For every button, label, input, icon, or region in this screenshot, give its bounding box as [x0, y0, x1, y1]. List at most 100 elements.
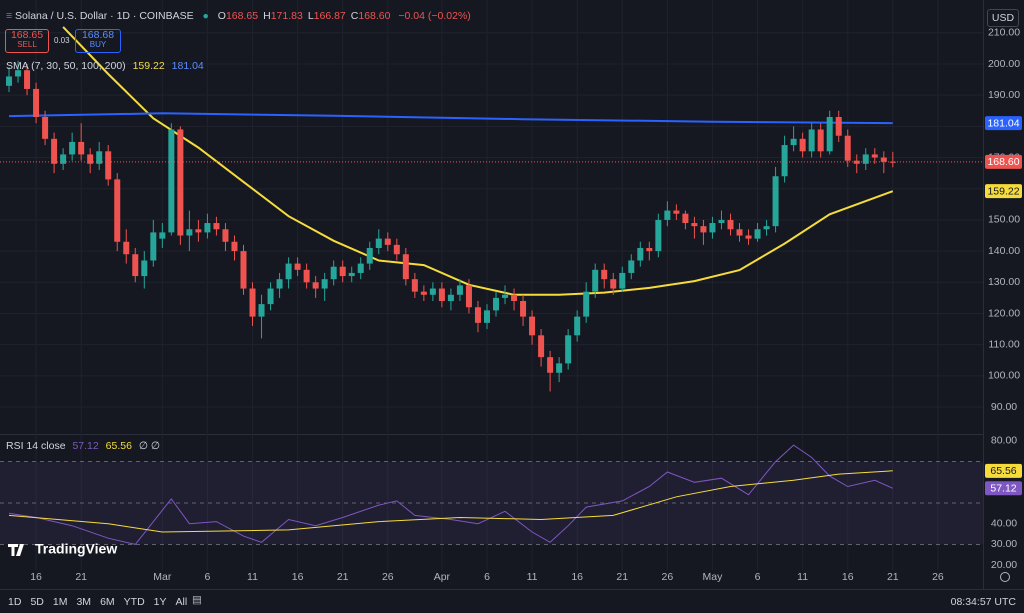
- brand-name: TradingView: [35, 541, 117, 557]
- currency-button[interactable]: USD: [987, 9, 1019, 27]
- candle-body: [438, 288, 445, 302]
- candle-body: [213, 223, 220, 230]
- candle-body: [727, 219, 734, 230]
- candle-body: [366, 247, 373, 264]
- candle-body: [276, 279, 283, 289]
- rsi-legend: RSI 14 close 57.12 65.56 ∅ ∅: [6, 440, 160, 452]
- line: [8, 444, 894, 545]
- x-tick-label: Mar: [153, 571, 172, 583]
- candle-body: [799, 138, 806, 152]
- sma-value: 159.22: [132, 60, 165, 72]
- candle-body: [547, 357, 554, 373]
- x-tick-label: 16: [292, 571, 304, 583]
- candle-body: [610, 279, 617, 289]
- candle-body: [96, 151, 103, 164]
- brand-logo: [8, 544, 24, 556]
- date-range-icon[interactable]: ▤: [192, 594, 202, 606]
- candle-body: [240, 251, 247, 289]
- candle-body: [853, 160, 860, 164]
- sma-value: 181.04: [171, 60, 204, 72]
- range-button[interactable]: 1Y: [153, 596, 167, 608]
- candle-body: [817, 129, 824, 152]
- rsi-value: 57.12: [72, 440, 99, 452]
- rsi-tick-label: 20.00: [991, 559, 1017, 571]
- candle-body: [411, 279, 418, 292]
- candle-body: [141, 260, 148, 277]
- candle-body: [177, 129, 184, 236]
- candle-body: [790, 138, 797, 146]
- range-button[interactable]: 3M: [76, 596, 92, 608]
- buy-label: BUY: [89, 40, 107, 49]
- candle-body: [375, 238, 382, 248]
- candle-body: [862, 154, 869, 164]
- price-tag-label: 181.04: [987, 117, 1019, 129]
- candle-body: [664, 210, 671, 220]
- rsi-title: RSI 14 close: [6, 440, 66, 452]
- buy-price: 168.68: [81, 29, 115, 41]
- candle-body: [186, 229, 193, 236]
- candle-body: [718, 219, 725, 224]
- candle-body: [330, 266, 337, 280]
- candle-body: [222, 229, 229, 242]
- candle-body: [78, 141, 85, 155]
- price-tag: [985, 481, 1022, 496]
- rsi-ma-value: 65.56: [105, 440, 132, 452]
- x-tick-label: 11: [527, 571, 538, 583]
- y-tick-label: 130.00: [988, 276, 1020, 288]
- candle-body: [493, 297, 500, 311]
- candle-body: [168, 129, 175, 233]
- x-tick-label: 16: [571, 571, 583, 583]
- candle-body: [159, 232, 166, 239]
- candle-body: [429, 288, 436, 295]
- candle-body: [880, 157, 887, 162]
- sell-button[interactable]: 168.65 SELL: [5, 29, 49, 53]
- candle-body: [348, 272, 355, 277]
- candle-body: [339, 266, 346, 277]
- candle-body: [889, 161, 896, 163]
- candle-body: [682, 213, 689, 224]
- x-tick-label: 26: [932, 571, 944, 583]
- candle-body: [520, 301, 527, 317]
- range-button[interactable]: 6M: [100, 596, 115, 608]
- candle-body: [303, 269, 310, 283]
- ohlc-value: 171.83: [270, 10, 303, 22]
- x-tick-label: 26: [382, 571, 394, 583]
- buy-button[interactable]: 168.68 BUY: [75, 29, 121, 53]
- x-tick-label: May: [703, 571, 724, 583]
- candle-body: [402, 254, 409, 280]
- range-button[interactable]: 5D: [30, 596, 44, 608]
- candle-body: [321, 279, 328, 289]
- brand: TradingView: [8, 541, 117, 557]
- price-tag: [985, 154, 1022, 169]
- candle-body: [502, 294, 509, 298]
- candle-body: [574, 316, 581, 336]
- candle-body: [772, 176, 779, 227]
- y-tick-label: 90.00: [991, 401, 1017, 413]
- spread: 0.03: [54, 36, 70, 45]
- range-button[interactable]: 1D: [8, 596, 22, 608]
- range-button[interactable]: 1M: [52, 596, 68, 608]
- change: −0.04 (−0.02%): [398, 10, 471, 22]
- clock: 08:34:57 UTC: [950, 596, 1016, 608]
- rsi-tick-label: 30.00: [991, 538, 1017, 550]
- candle-body: [763, 226, 770, 230]
- candle-body: [51, 138, 58, 164]
- candle-body: [60, 154, 67, 164]
- range-button[interactable]: All: [175, 596, 188, 608]
- candle-body: [15, 70, 22, 77]
- range-button[interactable]: YTD: [123, 596, 145, 608]
- price-tag-label: 57.12: [990, 483, 1016, 495]
- x-tick-label: 21: [616, 571, 628, 583]
- candle-body: [24, 70, 31, 89]
- candle-body: [447, 294, 454, 302]
- candle-body: [754, 229, 761, 239]
- candle-body: [583, 291, 590, 317]
- y-tick-label: 100.00: [988, 370, 1020, 382]
- candle-body: [601, 269, 608, 280]
- candle-body: [393, 244, 400, 255]
- candle-body: [105, 151, 112, 180]
- candle-body: [33, 88, 40, 118]
- settings-icon[interactable]: [1000, 572, 1010, 582]
- ohlc-value: 166.87: [313, 10, 346, 22]
- candle-body: [357, 263, 364, 273]
